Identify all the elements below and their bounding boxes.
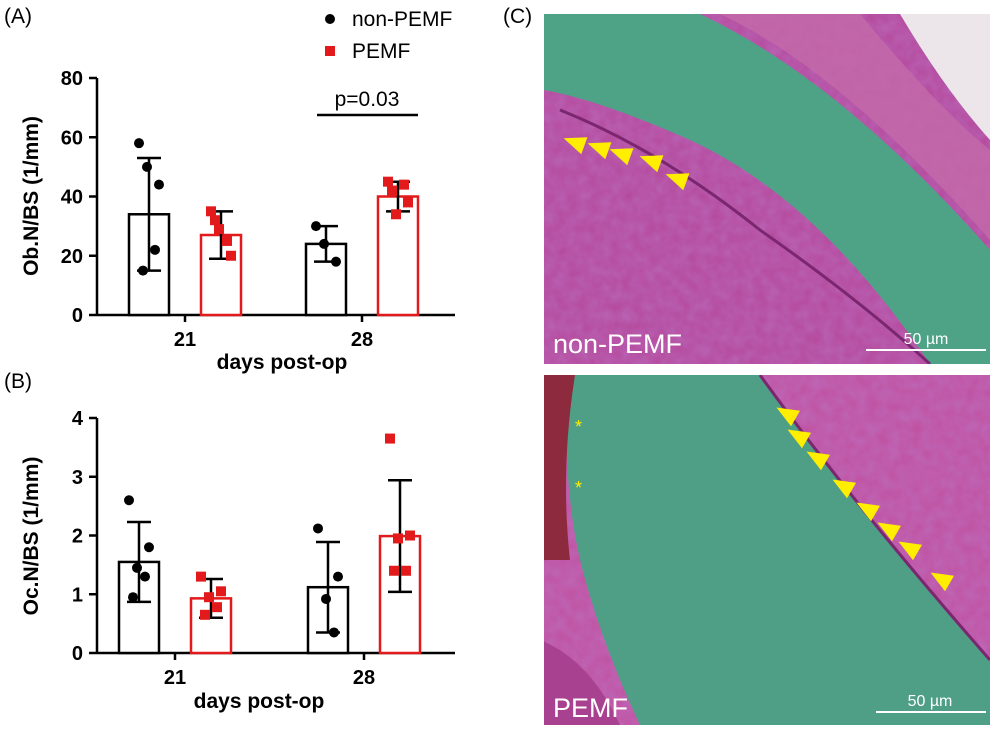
data-point <box>216 586 226 597</box>
bone-band-bottom <box>566 375 990 725</box>
legend-label-non-pemf: non-PEMF <box>352 8 452 31</box>
data-point <box>331 256 341 267</box>
data-point <box>150 244 160 255</box>
y-axis-title-b: Oc.N/BS (1/mm) <box>20 457 43 616</box>
arrowhead-icon <box>856 502 881 522</box>
data-point <box>144 542 154 553</box>
data-point <box>206 206 216 217</box>
data-point <box>142 161 152 172</box>
data-point <box>196 571 206 582</box>
y-tick-label: 80 <box>61 68 83 90</box>
x-tick-label: 28 <box>353 667 375 689</box>
bone-band-top <box>544 14 990 364</box>
legend-marker-non-pemf <box>325 14 335 24</box>
legend-label-pemf: PEMF <box>352 40 410 63</box>
y-tick-label: 0 <box>72 643 83 665</box>
arrowhead-icon <box>563 137 588 155</box>
asterisk-1: * <box>575 417 582 437</box>
x-tick-label: 28 <box>351 329 373 351</box>
y-tick-label: 60 <box>61 127 83 149</box>
x-tick-label: 21 <box>174 329 196 351</box>
arrowhead-icon <box>639 155 664 173</box>
data-point <box>383 176 393 187</box>
data-point <box>391 209 401 220</box>
arrowhead-icon <box>832 479 857 499</box>
data-point <box>132 562 142 573</box>
arrowhead-icon <box>806 451 831 471</box>
arrowhead-icon <box>665 173 690 191</box>
data-point <box>226 250 236 261</box>
asterisk-2: * <box>575 478 582 498</box>
micrograph-non-pemf: non-PEMF 50 µm <box>544 14 990 364</box>
p-value-annotation: p=0.03 <box>335 88 400 111</box>
panel-label-a: (A) <box>4 5 32 28</box>
data-point <box>401 565 411 576</box>
data-point <box>313 523 323 534</box>
x-tick-label: 21 <box>164 667 186 689</box>
y-tick-label: 3 <box>72 467 83 489</box>
legend-marker-pemf <box>325 46 335 56</box>
data-point <box>134 138 144 149</box>
y-tick-label: 40 <box>61 187 83 209</box>
data-point <box>393 533 403 544</box>
x-axis-title-a: days post-op <box>217 351 348 374</box>
data-point <box>204 592 214 603</box>
data-point <box>403 197 413 208</box>
x-axis-title-b: days post-op <box>194 690 325 713</box>
panel-label-b: (B) <box>4 370 32 393</box>
micrograph-label-non-pemf: non-PEMF <box>553 329 682 359</box>
scale-label-top: 50 µm <box>904 331 949 348</box>
data-point <box>222 235 232 246</box>
data-point <box>140 571 150 582</box>
data-point <box>138 265 148 276</box>
data-point <box>210 215 220 226</box>
data-point <box>385 433 395 444</box>
data-point <box>154 179 164 190</box>
data-point <box>200 609 210 620</box>
arrowhead-icon <box>587 142 612 160</box>
data-point <box>321 593 331 604</box>
micrograph-pemf: * * PEMF 50 µm <box>544 375 990 725</box>
y-axis-title-a: Ob.N/BS (1/mm) <box>20 116 43 276</box>
y-tick-label: 1 <box>72 584 83 606</box>
data-point <box>212 602 222 613</box>
data-point <box>128 592 138 603</box>
y-tick-label: 4 <box>72 408 84 430</box>
data-point <box>389 565 399 576</box>
data-point <box>329 627 339 638</box>
data-point <box>387 185 397 196</box>
data-point <box>405 530 415 541</box>
data-point <box>311 221 321 232</box>
data-point <box>399 179 409 190</box>
scale-label-bottom: 50 µm <box>908 693 953 710</box>
data-point <box>319 238 329 249</box>
arrowhead-icon <box>609 148 634 166</box>
legend: non-PEMF PEMF <box>325 8 452 63</box>
arrowhead-icon <box>877 522 902 542</box>
arrowhead-icon <box>776 407 801 427</box>
arrowhead-icon <box>787 429 812 449</box>
chart-b: Oc.N/BS (1/mm) days post-op 0 1 2 3 4 21 28 <box>20 408 455 713</box>
y-tick-label: 2 <box>72 526 83 548</box>
arrowhead-icon <box>898 541 923 561</box>
chart-a: Ob.N/BS (1/mm) days post-op 0 20 40 60 80 21 2… <box>20 68 455 374</box>
micrograph-label-pemf: PEMF <box>553 693 628 723</box>
y-tick-label: 0 <box>72 305 83 327</box>
arrowhead-icon <box>930 572 955 592</box>
data-point <box>214 224 224 235</box>
panel-label-c: (C) <box>503 5 532 28</box>
y-tick-label: 20 <box>61 246 83 268</box>
data-point <box>333 571 343 582</box>
data-point <box>124 495 134 506</box>
